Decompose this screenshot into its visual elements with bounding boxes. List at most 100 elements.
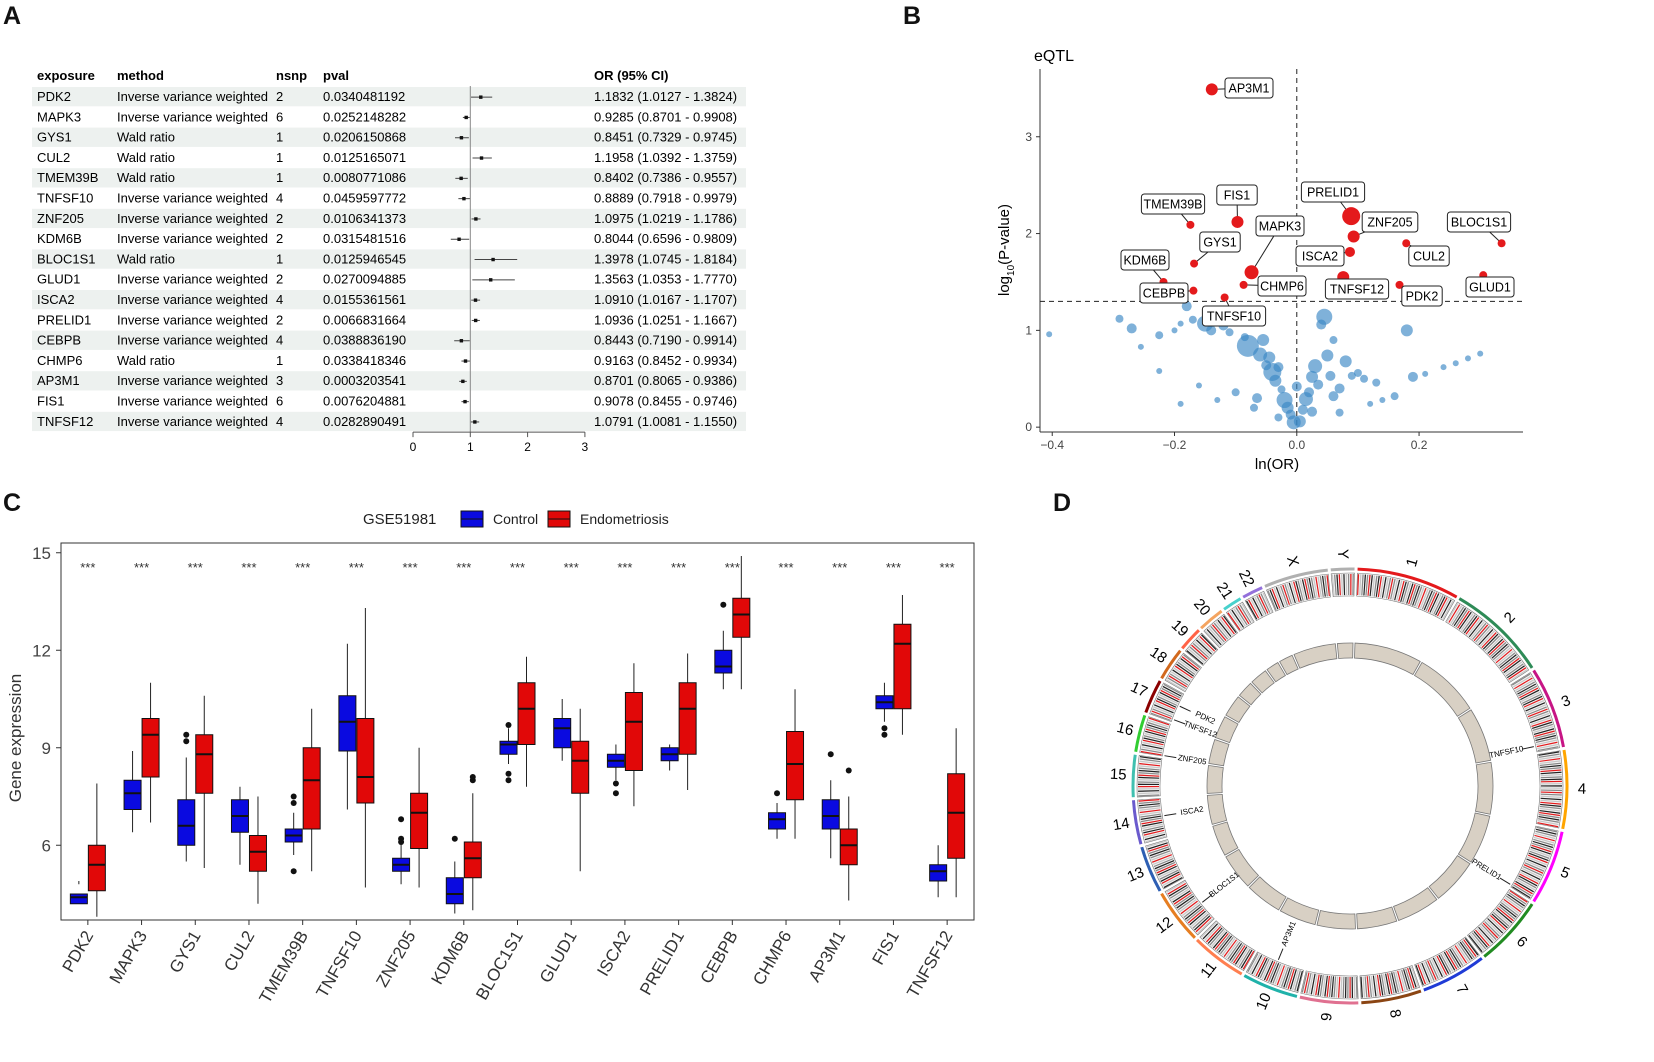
chromosome-color-arc [1357,567,1458,599]
cytoband [1367,574,1371,596]
label-leader [1172,203,1191,226]
cytoband [1189,646,1207,662]
cytoband [1527,706,1547,716]
cytoband [1161,687,1181,699]
or-point [479,156,484,160]
y-axis-title-main: log [996,276,1013,296]
cytoband [1296,970,1303,992]
box [624,692,643,771]
chromosome-label: 22 [1235,567,1258,590]
data-point [1273,362,1284,373]
cytoband [1155,861,1176,872]
cytoband [1215,621,1230,639]
cytoband [1395,971,1402,992]
cytoband [1520,871,1540,883]
outlier-point [505,722,512,728]
cytoband [1362,976,1366,998]
cytoband [1523,864,1544,874]
cell-or: 0.8889 (0.7918 - 0.9979) [594,191,737,206]
cytoband [1438,954,1450,974]
data-point [1316,308,1333,325]
x-tick-label: MAPK3 [106,928,151,987]
cytoband [1504,661,1523,675]
ideogram-band [1266,573,1331,612]
chromosome-color-arc [1243,974,1298,998]
outlier-point [398,816,405,823]
cell-or: 0.8451 (0.7329 - 0.9745) [594,130,737,145]
cytoband [1451,606,1465,626]
gene-marker-label: PDK2 [1194,709,1217,726]
cytoband [1172,669,1191,682]
header-method: method [117,68,164,83]
outlier-point [845,767,852,774]
cytoband [1415,587,1425,608]
cytoband [1440,953,1452,973]
cytoband [1160,689,1180,701]
header-exposure: exposure [37,68,95,83]
x-tick-label: FIS1 [868,928,902,969]
cytoband [1499,903,1517,918]
cell-nsnp: 2 [276,89,283,104]
cytoband [1138,774,1160,777]
cytoband [1471,932,1487,950]
outlier-point [290,800,297,806]
gene-label-box [1408,245,1450,267]
cytoband [1540,764,1562,769]
forest-tick-label: 3 [582,440,589,454]
data-point [1181,301,1192,312]
cytoband [1419,588,1429,609]
data-point [1240,333,1249,342]
cytoband [1141,744,1163,750]
cytoband [1492,645,1510,661]
cytoband [1174,893,1193,907]
x-tick-label: PRELID1 [636,928,688,999]
ideogram-band [1164,879,1215,936]
cytoband [1530,848,1551,857]
outlier-point [183,731,190,738]
cytoband [1443,951,1456,971]
box [410,792,429,849]
cytoband [1342,976,1345,998]
y-axis-title: log10(P-value) [996,204,1017,296]
cytoband [1529,712,1550,722]
label-leader [1482,274,1491,288]
cell-or: 1.1958 (1.0392 - 1.3759) [594,150,737,165]
inner-track-segment [1238,682,1262,706]
chromosome-label: X [1283,554,1302,568]
cytoband [1139,805,1161,809]
ideogram-band [1510,825,1559,900]
cytoband [1250,598,1261,618]
data-point [1155,331,1164,340]
cytoband [1340,976,1343,998]
cytoband [1265,961,1276,982]
cell-method: Inverse variance weighted [117,312,268,327]
cytoband [1446,603,1459,622]
cell-exposure: ISCA2 [37,292,75,307]
significance-label: *** [832,560,847,575]
cytoband [1152,708,1173,718]
y-tick-label: 1 [1025,323,1032,337]
ideogram-band [1300,970,1359,1000]
chromosome-label: 2 [1501,609,1519,627]
cytoband [1331,574,1335,596]
cytoband [1247,953,1259,973]
cell-or: 0.8443 (0.7190 - 0.9914) [594,333,737,348]
cytoband [1372,975,1377,997]
cytoband [1167,882,1187,895]
data-point [1400,324,1413,337]
cytoband [1522,695,1543,706]
cytoband [1142,825,1164,832]
cytoband [1371,575,1376,597]
x-tick-label: ISCA2 [593,928,634,980]
gene-label: ZNF205 [1367,216,1412,230]
cytoband [1233,608,1246,627]
cell-pval: 0.0252148282 [323,109,406,124]
inner-track-segment [1279,654,1299,676]
cytoband [1537,746,1559,752]
box [338,695,357,752]
cytoband [1153,706,1174,716]
cytoband [1526,858,1547,868]
outlier-point [881,725,888,732]
cytoband [1261,959,1272,980]
cytoband [1146,724,1168,732]
